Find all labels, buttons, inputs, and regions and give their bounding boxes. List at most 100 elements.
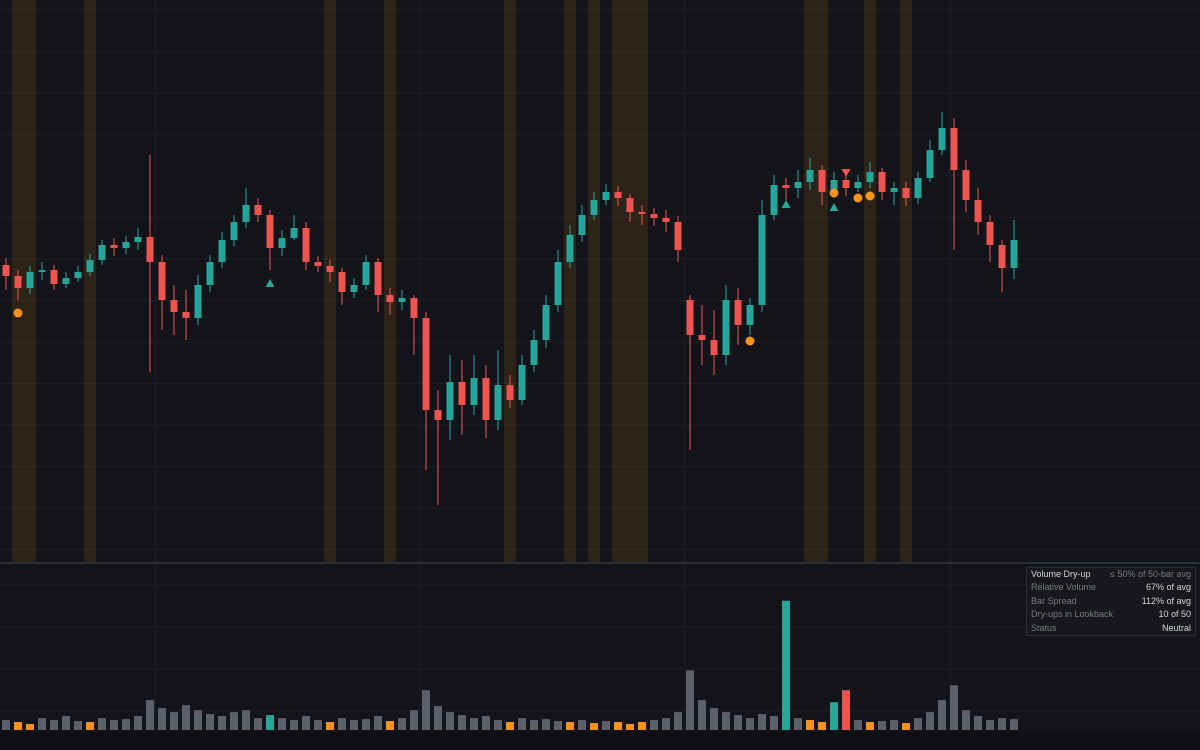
candle-body <box>266 215 274 248</box>
dryup-band <box>804 0 816 562</box>
volume-bar <box>146 700 154 730</box>
volume-bar <box>590 723 598 730</box>
volume-bar <box>470 718 478 730</box>
candle-body <box>338 272 346 292</box>
dryup-band <box>636 0 648 562</box>
candle-body <box>674 222 682 250</box>
signal-dot <box>853 193 863 203</box>
candle-body <box>254 205 262 215</box>
candle-body <box>494 385 502 420</box>
volume-bar <box>98 718 106 730</box>
volume-bar <box>74 721 82 730</box>
dryup-band <box>504 0 516 562</box>
table-title: Volume Dry-up <box>1031 569 1091 579</box>
candle-body <box>98 245 106 260</box>
candle-body <box>554 262 562 305</box>
volume-bar <box>290 720 298 730</box>
candle-body <box>590 200 598 215</box>
candle-body <box>686 300 694 335</box>
volume-bar <box>806 720 814 730</box>
volume-bar <box>326 722 334 730</box>
candle-body <box>938 128 946 150</box>
volume-bar <box>302 716 310 730</box>
candle-body <box>950 128 958 170</box>
volume-bar <box>650 720 658 730</box>
volume-bar <box>110 720 118 730</box>
candle-body <box>218 240 226 262</box>
dryup-band <box>612 0 624 562</box>
candle-body <box>914 178 922 198</box>
candle-body <box>434 410 442 420</box>
volume-bar <box>122 719 130 730</box>
volume-bar <box>410 710 418 730</box>
volume-bar <box>182 705 190 730</box>
signal-dot <box>829 188 839 198</box>
candle-body <box>122 242 130 248</box>
volume-bar <box>86 722 94 730</box>
candle-body <box>74 272 82 278</box>
volume-bar <box>746 718 754 730</box>
volume-bar <box>338 718 346 730</box>
table-title-value: ≤ 50% of 50-bar avg <box>1110 569 1191 579</box>
volume-bar <box>26 724 34 730</box>
volume-bar <box>530 720 538 730</box>
volume-bar <box>314 720 322 730</box>
volume-bar <box>950 685 958 730</box>
candle-body <box>206 262 214 285</box>
candle-body <box>26 272 34 288</box>
volume-bar <box>278 718 286 730</box>
table-label: Status <box>1031 622 1057 633</box>
candle-body <box>902 188 910 198</box>
candle-body <box>506 385 514 400</box>
candle-body <box>890 188 898 192</box>
candle-body <box>626 198 634 212</box>
volume-bar <box>434 706 442 730</box>
candle-body <box>878 172 886 192</box>
candle-body <box>242 205 250 222</box>
candle-body <box>170 300 178 312</box>
volume-bar <box>398 718 406 730</box>
candle-body <box>818 170 826 192</box>
volume-bar <box>578 720 586 730</box>
candle-body <box>446 382 454 420</box>
table-row: Relative Volume 67% of avg <box>1027 581 1195 594</box>
candle-body <box>794 182 802 188</box>
candle-body <box>650 214 658 218</box>
candle-body <box>278 238 286 248</box>
bottom-strip <box>0 731 1200 750</box>
dryup-band <box>384 0 396 562</box>
volume-bars <box>2 600 1018 730</box>
volume-bar <box>158 708 166 730</box>
candle-body <box>770 185 778 215</box>
table-row: Status Neutral <box>1027 622 1195 635</box>
table-label: Bar Spread <box>1031 595 1077 606</box>
candle-body <box>458 382 466 405</box>
volume-bar <box>938 700 946 730</box>
volume-bar <box>902 723 910 730</box>
table-label: Dry-ups in Lookback <box>1031 609 1114 620</box>
candle-body <box>698 335 706 340</box>
table-value: 67% of avg <box>1145 582 1191 593</box>
volume-bar <box>710 708 718 730</box>
candle-body <box>746 305 754 325</box>
volume-bar <box>350 720 358 730</box>
volume-bar <box>266 715 274 730</box>
candle-body <box>866 172 874 182</box>
candle-body <box>854 182 862 188</box>
candle-body <box>986 222 994 245</box>
candle-body <box>518 365 526 400</box>
candle-body <box>542 305 550 340</box>
volume-bar <box>794 718 802 730</box>
volume-bar <box>386 721 394 730</box>
table-row: Dry-ups in Lookback 10 of 50 <box>1027 608 1195 621</box>
volume-bar <box>674 712 682 730</box>
volume-bar <box>194 710 202 730</box>
candle-body <box>926 150 934 178</box>
candle-body <box>374 262 382 295</box>
candle-body <box>290 228 298 238</box>
candle-body <box>194 285 202 318</box>
volume-bar <box>1010 719 1018 730</box>
table-value: 112% of avg <box>1141 595 1191 606</box>
candle-body <box>962 170 970 200</box>
